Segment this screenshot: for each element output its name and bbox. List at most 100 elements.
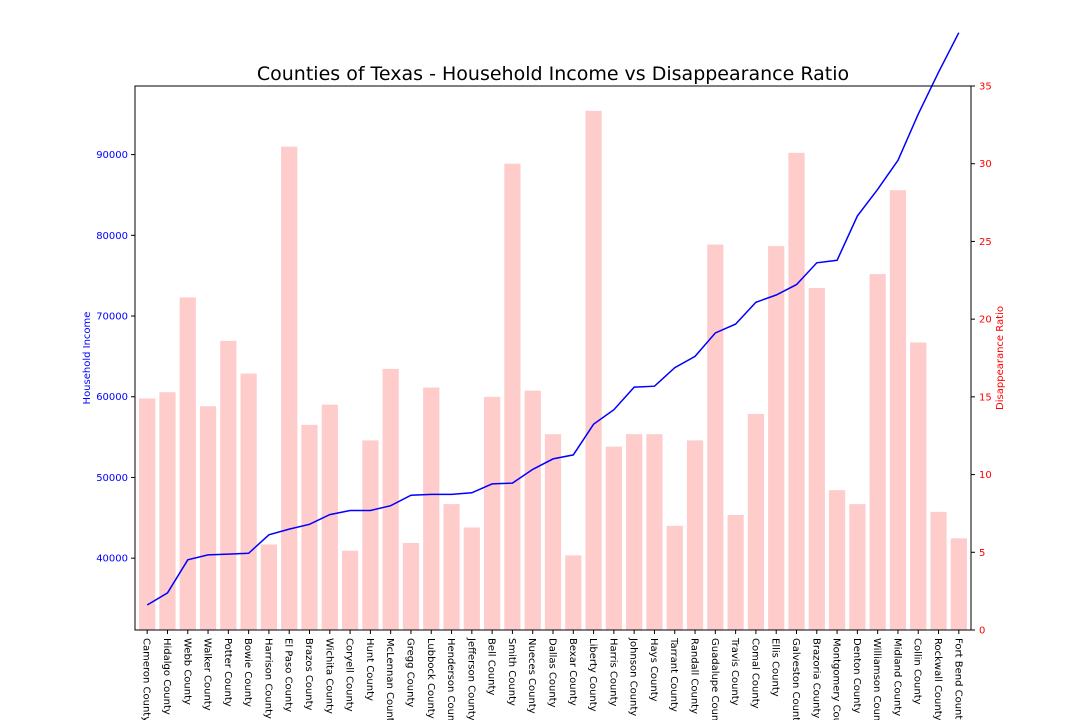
x-tick-label: Gregg County — [405, 638, 416, 707]
x-tick-label: Potter County — [222, 638, 233, 707]
x-tick-label: Denton County — [851, 638, 862, 713]
bar — [159, 392, 176, 630]
bar — [281, 146, 298, 631]
bar — [240, 373, 257, 630]
x-tick-label: El Paso County — [283, 638, 294, 712]
x-tick-label: Collin County — [912, 638, 923, 705]
x-tick-label: Rockwall County — [932, 638, 943, 720]
left-tick-label: 60000 — [96, 392, 128, 403]
x-tick-label: Harris County — [607, 638, 618, 707]
bar — [605, 446, 622, 630]
bar — [443, 504, 460, 630]
x-tick-label: McLennan County — [384, 638, 395, 720]
x-tick-label: Johnson County — [628, 637, 639, 716]
bar — [382, 368, 399, 630]
bar — [808, 288, 825, 630]
left-tick-label: 40000 — [96, 554, 128, 565]
bar — [139, 398, 156, 630]
x-tick-label: Webb County — [181, 638, 192, 705]
x-tick-label: Travis County — [729, 637, 740, 706]
bar — [402, 542, 420, 630]
left-tick-label: 70000 — [96, 312, 128, 323]
x-tick-label: Brazoria County — [810, 638, 821, 718]
x-tick-label: Montgomery County — [831, 638, 842, 720]
bar — [626, 434, 643, 630]
bar — [341, 550, 359, 630]
bar — [727, 514, 744, 630]
x-tick-label: Coryell County — [344, 638, 355, 712]
bar — [199, 406, 217, 630]
x-tick-label: Harrison County — [262, 638, 273, 719]
x-tick-label: Comal County — [749, 638, 760, 709]
x-tick-label: Hidalgo County — [161, 638, 172, 715]
x-tick-label: Tarrant County — [668, 637, 679, 712]
x-tick-label: Smith County — [506, 638, 517, 706]
bar — [321, 404, 338, 630]
bars-layer — [139, 110, 967, 631]
x-tick-label: Jefferson County — [465, 637, 476, 720]
x-tick-label: Brazos County — [303, 638, 314, 711]
y-axis-label-right: Disappearance Ratio — [995, 306, 1006, 410]
x-tick-label: Fort Bend County — [952, 638, 963, 720]
right-tick-label: 35 — [979, 82, 992, 93]
bar — [828, 490, 846, 630]
bar — [747, 413, 765, 630]
bar — [889, 190, 907, 630]
x-tick-label: Bell County — [486, 638, 497, 695]
x-tick-label: Galveston County — [790, 638, 801, 720]
bar — [484, 396, 501, 630]
right-tick-label: 10 — [979, 470, 992, 481]
x-tick-label: Nueces County — [526, 638, 537, 714]
bar — [220, 340, 237, 630]
x-tick-label: Bexar County — [567, 638, 578, 706]
x-tick-label: Liberty County — [587, 638, 598, 712]
bar — [179, 297, 196, 630]
x-tick-label: Henderson County — [445, 638, 456, 720]
x-tick-label: Randall County — [689, 638, 700, 714]
right-tick-label: 0 — [979, 626, 985, 637]
x-axis: Cameron County Hidalgo County Webb County W… — [141, 630, 963, 720]
bar — [646, 434, 663, 630]
left-tick-label: 80000 — [96, 231, 128, 242]
bar — [707, 244, 724, 630]
x-tick-label: Williamson County — [871, 638, 882, 720]
left-tick-label: 50000 — [96, 473, 128, 484]
left-tick-label: 90000 — [96, 150, 128, 161]
bar — [301, 424, 318, 630]
right-tick-label: 25 — [979, 237, 992, 248]
x-tick-label: Guadalupe County — [709, 638, 720, 720]
bar — [788, 152, 805, 630]
bar — [362, 440, 379, 630]
bar — [849, 504, 866, 630]
right-tick-label: 20 — [979, 315, 992, 326]
chart-title: Counties of Texas - Household Income vs … — [257, 63, 849, 85]
bar — [869, 274, 886, 630]
x-tick-label: Walker County — [202, 638, 213, 711]
right-tick-label: 15 — [979, 392, 992, 403]
right-axis: 0 5 10 15 20 25 30 35 — [971, 82, 992, 637]
left-axis: 40000 50000 60000 70000 80000 90000 — [96, 150, 135, 565]
x-tick-label: Wichita County — [323, 638, 334, 714]
x-tick-label: Lubbock County — [425, 638, 436, 719]
bar — [260, 544, 278, 630]
bar — [686, 440, 704, 630]
bar — [930, 511, 947, 630]
bar — [544, 434, 562, 630]
x-tick-label: Ellis County — [770, 638, 781, 697]
line-layer — [146, 32, 960, 606]
bar — [950, 538, 967, 630]
x-tick-label: Dallas County — [547, 638, 558, 708]
bar — [524, 390, 541, 630]
x-tick-label: Hays County — [648, 638, 659, 702]
bar — [565, 555, 582, 630]
x-tick-label: Cameron County — [141, 638, 152, 720]
y-axis-label-left: Household Income — [82, 312, 93, 405]
x-tick-label: Midland County — [892, 638, 903, 716]
bar — [910, 342, 927, 630]
right-tick-label: 5 — [979, 548, 985, 559]
bar — [463, 527, 480, 630]
bar — [423, 387, 440, 630]
bar — [504, 163, 521, 630]
bar — [666, 525, 683, 630]
